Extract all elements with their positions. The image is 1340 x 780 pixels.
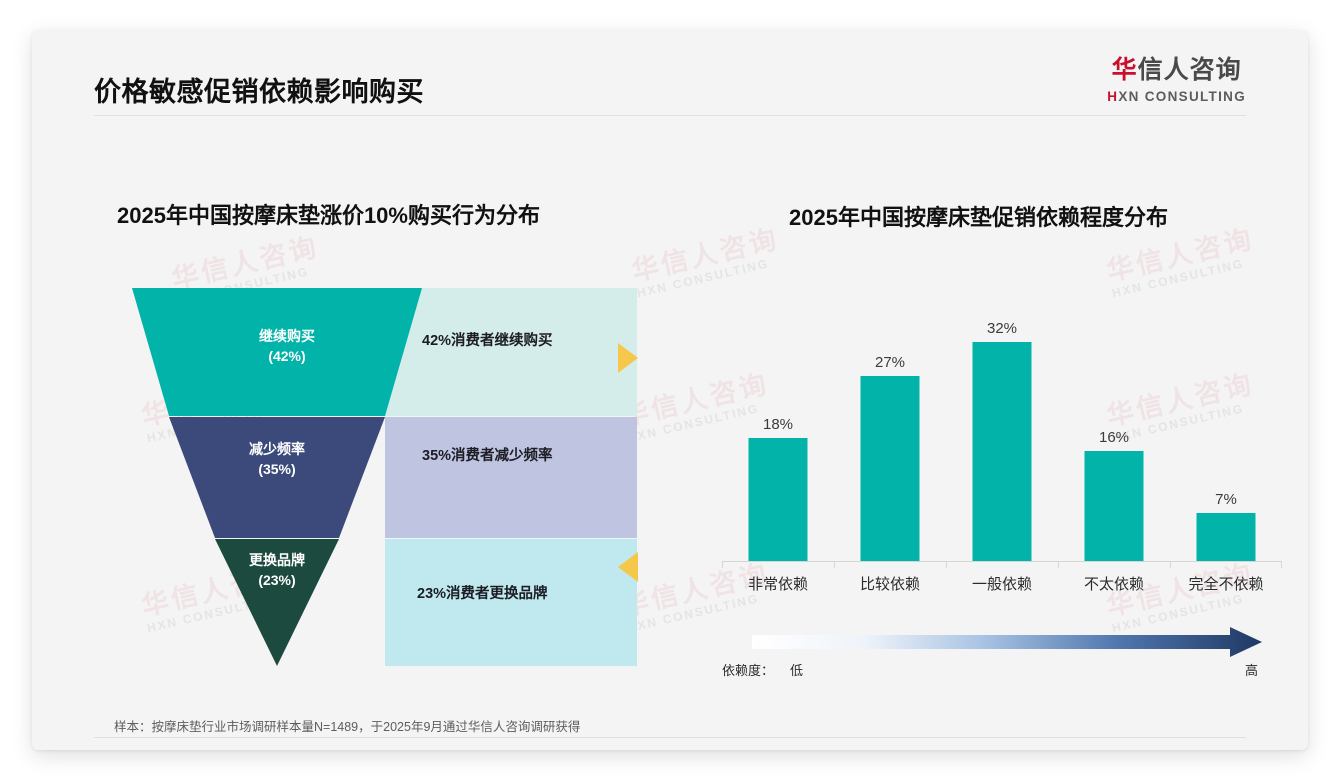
copyright-text: ©2025.11 HXR华信人咨询: [94, 749, 240, 750]
funnel-chart: 继续购买 (42%) 减少频率 (35%) 更换品牌 (23%) 42%消费者继…: [132, 288, 637, 666]
funnel-label-value-0: (42%): [268, 348, 306, 365]
legend-low-label: 低: [790, 663, 804, 678]
x-axis-label-0: 非常依赖: [747, 576, 808, 593]
funnel-label-value-2: (23%): [258, 572, 296, 589]
page-title: 价格敏感促销依赖影响购买: [94, 77, 424, 107]
funnel-panel-bg-1: [385, 417, 637, 538]
x-axis-label-1: 比较依赖: [859, 576, 920, 593]
x-axis-line: [722, 561, 1282, 562]
bar-column-2[interactable]: 32%: [946, 305, 1058, 561]
funnel-shapes: [132, 288, 637, 666]
bar-value-0: 18%: [762, 416, 794, 433]
bar-column-1[interactable]: 27%: [834, 305, 946, 561]
bar-value-4: 7%: [1215, 491, 1237, 508]
arrow-left-icon: [618, 552, 638, 582]
bar-column-4[interactable]: 7%: [1170, 305, 1282, 561]
bar-value-1: 27%: [874, 354, 906, 371]
company-logo: 华信人咨询 HXN CONSULTING: [1107, 58, 1246, 104]
left-chart-title: 2025年中国按摩床垫涨价10%购买行为分布: [117, 203, 540, 228]
logo-en-rest: XN CONSULTING: [1118, 89, 1246, 104]
x-axis-tick: [1170, 561, 1171, 568]
bar-1[interactable]: [860, 376, 920, 561]
bar-value-2: 32%: [986, 320, 1018, 337]
x-axis-tick: [722, 561, 723, 568]
x-axis-tick: [1058, 561, 1059, 568]
dependency-gradient-legend: 依赖度： 低 高: [722, 626, 1282, 684]
x-axis-label-3: 不太依赖: [1083, 576, 1144, 593]
funnel-panel-bg-0: [385, 288, 637, 416]
bar-value-3: 16%: [1098, 429, 1130, 446]
right-chart-title: 2025年中国按摩床垫促销依赖程度分布: [789, 205, 1168, 230]
x-axis-label-4: 完全不依赖: [1188, 576, 1264, 593]
x-axis-tick: [946, 561, 947, 568]
funnel-description-2: 23%消费者更换品牌: [417, 586, 548, 602]
legend-high-label: 高: [1244, 663, 1258, 678]
slide-header: 价格敏感促销依赖影响购买 华信人咨询 HXN CONSULTING: [32, 30, 1308, 116]
funnel-label-text-0: 继续购买: [259, 328, 315, 344]
funnel-band-0: [132, 288, 422, 416]
logo-cn-accent-char: 华: [1111, 56, 1138, 84]
watermark-line1: 华信人咨询: [1103, 223, 1257, 287]
x-axis-tick: [1281, 561, 1282, 568]
arrow-right-icon: [618, 343, 638, 373]
x-axis-tick: [834, 561, 835, 568]
watermark: 华信人咨询 HXN CONSULTING: [629, 224, 785, 301]
logo-en-accent-char: H: [1107, 89, 1119, 104]
funnel-description-1: 35%消费者减少频率: [422, 448, 553, 464]
bar-4[interactable]: [1196, 513, 1256, 561]
funnel-panel-bg-2: [385, 539, 637, 666]
bar-chart: 18% 27% 32% 16% 7% 非常依赖 比较依赖 一般依赖 不太依赖: [722, 305, 1282, 605]
bar-3[interactable]: [1084, 451, 1144, 561]
watermark: 华信人咨询 HXN CONSULTING: [1104, 224, 1260, 301]
website-url[interactable]: www.hxrcon.com: [1152, 749, 1246, 750]
logo-chinese-text: 华信人咨询: [1107, 58, 1246, 83]
bar-column-0[interactable]: 18%: [722, 305, 834, 561]
logo-cn-rest: 信人咨询: [1137, 56, 1242, 84]
funnel-label-value-1: (35%): [258, 461, 296, 478]
bar-chart-plot-area: 18% 27% 32% 16% 7% 非常依赖 比较依赖 一般依赖 不太依赖: [722, 305, 1282, 593]
funnel-segment-label-2: 更换品牌 (23%): [227, 550, 327, 591]
watermark-line1: 华信人咨询: [628, 223, 782, 287]
legend-title: 依赖度：: [722, 663, 775, 678]
watermark-line2: HXN CONSULTING: [1110, 256, 1246, 301]
logo-english-text: HXN CONSULTING: [1107, 90, 1246, 104]
watermark-line1: 华信人咨询: [168, 231, 322, 295]
watermark-line2: HXN CONSULTING: [635, 256, 771, 301]
bar-column-3[interactable]: 16%: [1058, 305, 1170, 561]
footer-divider: [94, 737, 1246, 738]
funnel-label-text-2: 更换品牌: [249, 552, 305, 568]
funnel-band-2: [215, 539, 339, 666]
funnel-description-0: 42%消费者继续购买: [422, 333, 553, 349]
x-axis-label-2: 一般依赖: [971, 576, 1032, 593]
slide-card: 华信人咨询 HXN CONSULTING 华信人咨询 HXN CONSULTIN…: [32, 30, 1308, 750]
header-divider: [94, 115, 1246, 116]
funnel-segment-label-0: 继续购买 (42%): [237, 326, 337, 367]
funnel-band-1: [169, 417, 385, 538]
bar-0[interactable]: [748, 438, 808, 561]
funnel-label-text-1: 减少频率: [249, 441, 305, 457]
funnel-segment-label-1: 减少频率 (35%): [227, 439, 327, 480]
bar-2[interactable]: [972, 342, 1032, 561]
gradient-arrow-icon: [752, 627, 1262, 657]
source-footnote: 样本：按摩床垫行业市场调研样本量N=1489，于2025年9月通过华信人咨询调研…: [114, 720, 581, 734]
